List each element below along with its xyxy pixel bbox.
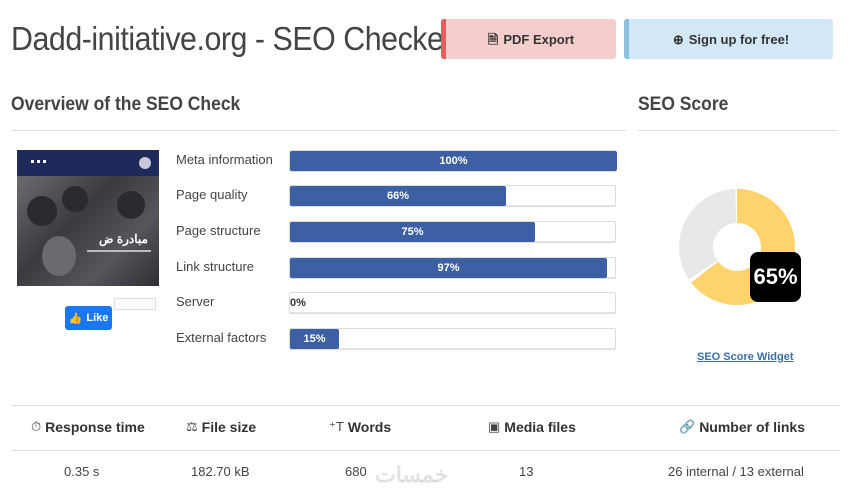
seo-score-gauge: [679, 189, 795, 305]
like-label: Like: [86, 312, 109, 324]
response-time-header: ⏱ Response time: [31, 419, 145, 435]
thumbnail-nav-dot: [37, 160, 40, 163]
file-size-header: ⚖ File size: [186, 419, 256, 435]
metric-percent: 15%: [303, 333, 326, 345]
metric-percent: 100%: [439, 155, 468, 167]
signup-button[interactable]: ⊕ Sign up for free!: [624, 19, 833, 59]
thumbnail-figure: [27, 196, 57, 226]
thumbnail-navbar: [17, 150, 159, 176]
response-time-value: 0.35 s: [64, 464, 100, 479]
metric-label: Page structure: [176, 223, 261, 238]
score-divider: [638, 130, 838, 131]
stats-divider-top: [11, 405, 839, 406]
gauge-empty-arc: [679, 189, 737, 280]
words-header: ⁺T Words: [329, 419, 391, 435]
file-size-label: File size: [201, 419, 257, 435]
number-of-links-label: Number of links: [699, 419, 805, 435]
metric-percent: 66%: [386, 190, 410, 202]
metric-bar-track: 75%: [289, 221, 616, 243]
scale-icon: ⚖: [186, 419, 198, 434]
thumbnail-logo: [139, 157, 151, 169]
metric-label: Page quality: [176, 187, 248, 202]
facebook-like-button[interactable]: 👍 Like: [65, 306, 112, 330]
overview-title: Overview of the SEO Check: [11, 94, 241, 115]
thumbnail-nav-dot: [43, 160, 46, 163]
plus-circle-icon: ⊕: [672, 31, 684, 47]
words-label: Words: [347, 419, 392, 435]
thumbnail-caption-box: [114, 298, 156, 310]
image-icon: ▣: [488, 419, 501, 434]
metric-label: External factors: [176, 330, 267, 345]
metric-label: Server: [176, 294, 215, 309]
number-of-links-value: 26 internal / 13 external: [668, 464, 804, 479]
file-size-value: 182.70 kB: [191, 464, 250, 479]
seo-score-widget-link[interactable]: SEO Score Widget: [697, 351, 794, 363]
response-time-label: Response time: [45, 419, 145, 435]
thumbnail-figure: [62, 186, 88, 212]
text-height-icon: ⁺T: [329, 419, 344, 434]
seo-score-value: 65%: [750, 252, 801, 302]
metric-bar-track: 97%: [289, 257, 616, 279]
words-value: 680: [345, 464, 367, 479]
website-thumbnail[interactable]: مبادرة ض: [17, 150, 159, 286]
stopwatch-icon: ⏱: [31, 419, 42, 434]
metric-bar-fill: [290, 222, 535, 242]
metric-bar-track: 100%: [289, 150, 617, 172]
metric-label: Link structure: [176, 259, 255, 274]
seo-score-title: SEO Score: [638, 94, 729, 115]
metric-bar-track: 66%: [289, 185, 616, 207]
thumbs-up-icon: 👍: [68, 312, 83, 325]
metric-bar-fill: [290, 186, 506, 206]
thumbnail-subline: [87, 250, 151, 252]
metric-bar-fill: [290, 258, 607, 278]
thumbnail-nav-dot: [31, 160, 34, 163]
watermark: خمسات: [375, 462, 449, 487]
metric-percent: 75%: [401, 226, 424, 238]
signup-label: Sign up for free!: [688, 31, 790, 47]
media-files-value: 13: [519, 464, 534, 479]
overview-divider: [11, 130, 626, 131]
pdf-export-label: PDF Export: [503, 31, 575, 47]
thumbnail-figure: [117, 191, 145, 219]
metric-percent: 0%: [290, 297, 306, 309]
thumbnail-figure: [42, 236, 76, 276]
page-title: Dadd-initiative.org - SEO Checker: [11, 20, 454, 57]
media-files-label: Media files: [504, 419, 576, 435]
file-pdf-icon: 🗎: [487, 31, 499, 47]
metric-bar-track: 15%: [289, 328, 616, 350]
metric-label: Meta information: [176, 152, 273, 167]
media-files-header: ▣ Media files: [488, 419, 576, 435]
metric-bar-track: 0%: [289, 292, 616, 314]
link-icon: 🔗: [679, 419, 696, 434]
pdf-export-button[interactable]: 🗎 PDF Export: [441, 19, 616, 59]
number-of-links-header: 🔗 Number of links: [679, 419, 805, 435]
thumbnail-photo: [17, 176, 159, 286]
metric-bar-fill: [290, 151, 617, 171]
metric-percent: 97%: [437, 262, 460, 274]
metric-bar-fill: [290, 329, 339, 349]
thumbnail-heading: مبادرة ض: [99, 232, 148, 246]
stats-divider-middle: [11, 450, 839, 451]
